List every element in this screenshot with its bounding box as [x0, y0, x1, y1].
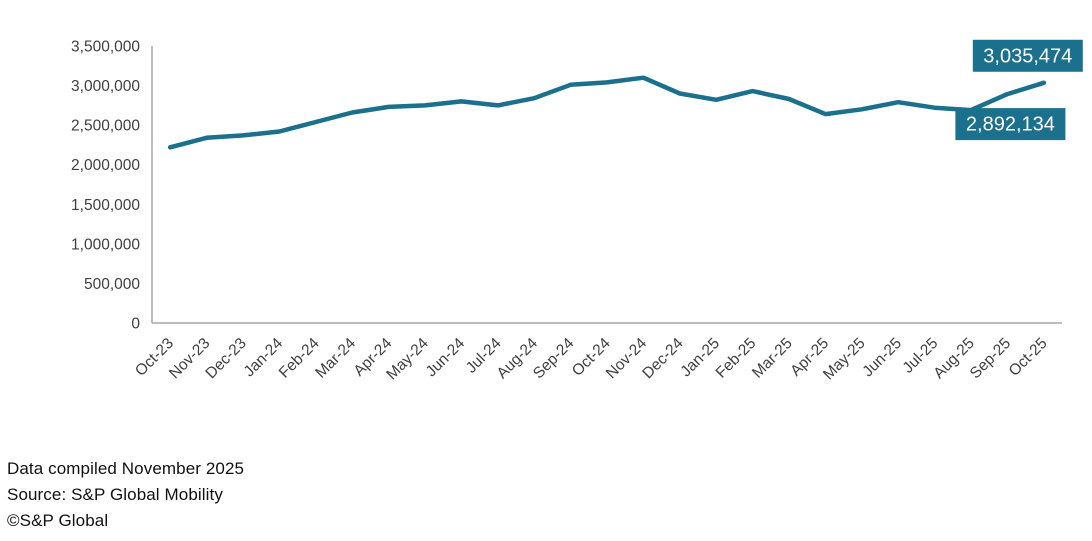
y-tick-label: 3,000,000 [71, 78, 140, 95]
footer-copyright: ©S&P Global [7, 511, 109, 530]
y-tick-label: 1,500,000 [71, 197, 140, 214]
x-tick-label: Sep-25 [967, 335, 1014, 382]
callout-box [955, 108, 1066, 141]
x-tick-label: Mar-25 [749, 335, 796, 382]
callout-value: 3,035,474 [983, 45, 1072, 67]
x-tick-label: Jun-24 [423, 335, 469, 381]
callout-value: 2,892,134 [966, 114, 1055, 136]
sales-trend-line [167, 75, 1047, 150]
y-tick-label: 2,000,000 [71, 157, 140, 174]
x-tick-label: Sep-24 [530, 335, 578, 383]
y-tick-label: 500,000 [84, 276, 140, 293]
x-tick-label: Dec-23 [202, 335, 249, 382]
callout-box [972, 39, 1083, 72]
x-tick-label: May-24 [383, 335, 432, 384]
footer: Data compiled November 2025 Source: S&P … [7, 456, 244, 534]
y-tick-label: 1,000,000 [71, 236, 140, 253]
footer-source: Source: S&P Global Mobility [7, 485, 223, 504]
line-chart: 0 500,000 1,000,000 1,500,000 2,000,000 2,500… [71, 39, 1083, 384]
y-tick-label: 2,500,000 [71, 118, 140, 135]
x-tick-label: Oct-25 [1006, 335, 1051, 380]
footer-compiled-date: Data compiled November 2025 [7, 459, 245, 478]
chart-area: 0 500,000 1,000,000 1,500,000 2,000,000 2,500… [71, 39, 1083, 384]
y-tick-label: 0 [131, 316, 140, 333]
x-tick-label: Jun-25 [859, 335, 905, 381]
x-tick-label: Feb-24 [276, 335, 323, 382]
x-tick-label: Dec-24 [639, 335, 687, 383]
y-tick-label: 3,500,000 [71, 39, 140, 56]
x-tick-label: Feb-25 [713, 335, 760, 382]
x-tick-label: Mar-24 [312, 335, 359, 382]
